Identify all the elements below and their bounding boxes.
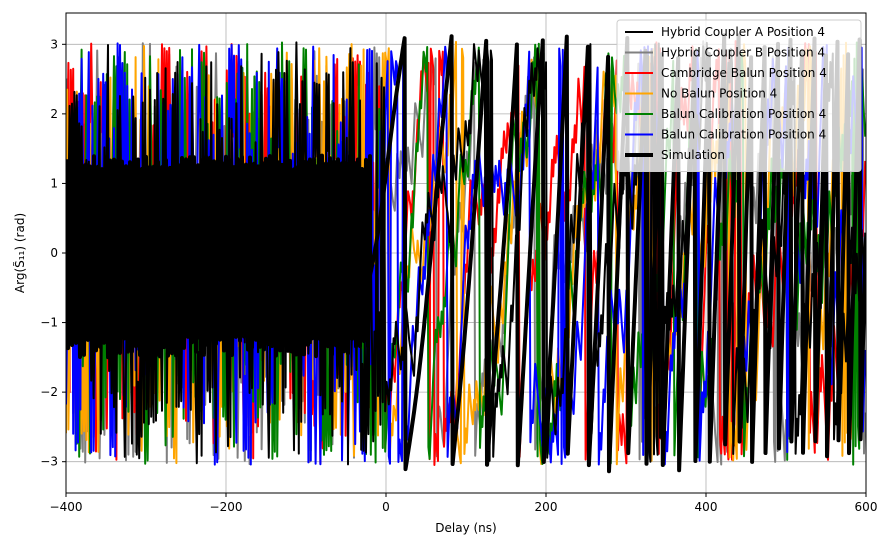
legend-label: Simulation [661,148,725,162]
x-tick-label: 600 [855,500,878,514]
legend-label: No Balun Position 4 [661,87,777,101]
x-ticks: −400 −200 0 200 400 600 [50,493,878,514]
legend-label: Cambridge Balun Position 4 [661,66,827,80]
legend-box [616,19,862,172]
x-tick-label: −200 [210,500,243,514]
legend-label: Hybrid Coupler B Position 4 [661,46,825,60]
legend-label: Hybrid Coupler A Position 4 [661,25,825,39]
y-tick-label: −3 [40,455,58,469]
y-tick-label: 0 [50,246,58,260]
x-tick-label: 400 [695,500,718,514]
y-tick-label: −1 [40,316,58,330]
x-tick-label: 200 [535,500,558,514]
x-axis-label: Delay (ns) [435,521,496,535]
y-tick-label: 2 [50,107,58,121]
y-tick-label: 1 [50,176,58,190]
x-tick-label: 0 [382,500,390,514]
y-tick-label: 3 [50,37,58,51]
y-axis-label: Arg(S̃₁₁) (rad) [13,213,27,293]
legend: Hybrid Coupler A Position 4 Hybrid Couple… [616,19,862,172]
y-tick-label: −2 [40,385,58,399]
x-tick-label: −400 [50,500,83,514]
series-line-6 [66,33,866,474]
y-ticks: −3 −2 −1 0 1 2 3 [40,37,66,469]
legend-label: Balun Calibration Position 4 [661,128,826,142]
legend-label: Balun Calibration Position 4 [661,107,826,121]
